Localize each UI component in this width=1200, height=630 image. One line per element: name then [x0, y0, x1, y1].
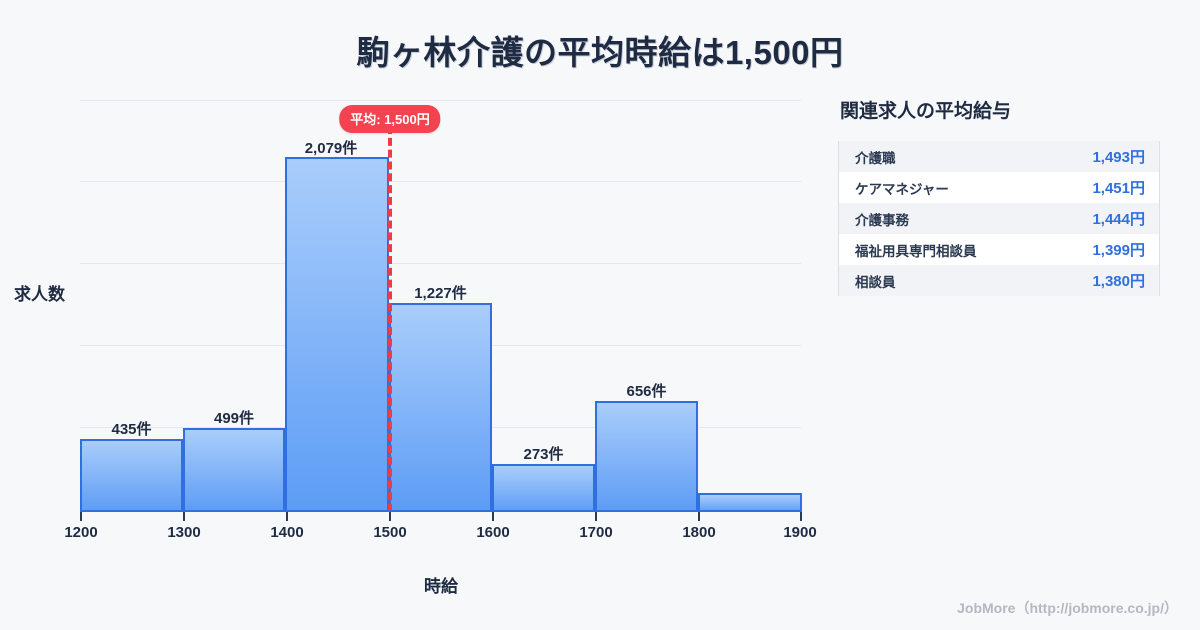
related-salary-table: 介護職 1,493円 ケアマネジャー 1,451円 介護事務 1,444円 福祉… [838, 141, 1160, 296]
x-tick [800, 512, 802, 521]
job-name: 介護職 [855, 150, 896, 166]
gridline [80, 100, 801, 101]
x-tick-label: 1200 [64, 524, 98, 541]
x-tick [389, 512, 391, 521]
job-name: 福祉用具専門相談員 [855, 243, 977, 259]
x-axis-line [80, 510, 802, 512]
gridline [80, 263, 801, 264]
table-row[interactable]: 介護職 1,493円 [839, 141, 1159, 172]
bar-1600-1700[interactable] [492, 464, 595, 512]
table-row[interactable]: 介護事務 1,444円 [839, 203, 1159, 234]
bar-1300-1400[interactable] [183, 428, 285, 512]
x-tick [80, 512, 82, 521]
x-tick-label: 1400 [270, 524, 304, 541]
bar-1700-1800[interactable] [595, 401, 698, 512]
x-tick-label: 1800 [682, 524, 716, 541]
x-tick-label: 1500 [373, 524, 407, 541]
table-row[interactable]: ケアマネジャー 1,451円 [839, 172, 1159, 203]
average-line [388, 126, 392, 512]
x-tick [183, 512, 185, 521]
bar-value-label: 499件 [213, 410, 255, 427]
bar-1200-1300[interactable] [80, 439, 183, 512]
x-tick [698, 512, 700, 521]
x-tick [492, 512, 494, 521]
bar-value-label: 656件 [626, 383, 667, 400]
job-salary: 1,451円 [1092, 180, 1145, 197]
bar-1400-1500[interactable] [285, 157, 389, 512]
related-salary-heading: 関連求人の平均給与 [840, 101, 1012, 122]
footer-attribution: JobMore（http://jobmore.co.jp/） [957, 600, 1178, 616]
bar-value-label: 1,227件 [414, 285, 467, 302]
table-row[interactable]: 福祉用具専門相談員 1,399円 [839, 234, 1159, 265]
page-title: 駒ヶ林介護の平均時給は1,500円 [356, 34, 844, 71]
x-tick-label: 1700 [579, 524, 613, 541]
related-salary-panel: 関連求人の平均給与 介護職 1,493円 ケアマネジャー 1,451円 介護事務… [838, 96, 1168, 296]
x-axis-title: 時給 [424, 577, 458, 596]
job-name: 相談員 [855, 274, 896, 290]
bar-value-label: 435件 [111, 421, 152, 438]
job-salary: 1,399円 [1092, 242, 1145, 259]
bar-value-label: 273件 [523, 446, 564, 463]
y-axis-title: 求人数 [14, 285, 65, 304]
x-tick [595, 512, 597, 521]
bar-1500-1600[interactable] [389, 303, 492, 512]
job-salary: 1,380円 [1092, 273, 1145, 290]
gridline [80, 181, 801, 182]
job-salary: 1,493円 [1092, 149, 1145, 166]
x-tick-label: 1900 [783, 524, 817, 541]
bar-value-label: 2,079件 [304, 140, 358, 157]
histogram-chart: 435件 499件 2,079件 1,227件 273件 656件 平均: 1,… [14, 100, 817, 596]
job-salary: 1,444円 [1092, 211, 1145, 228]
table-row[interactable]: 相談員 1,380円 [839, 265, 1159, 296]
x-tick-label: 1600 [476, 524, 510, 541]
bar-1800-1900[interactable] [698, 493, 802, 512]
x-tick-label: 1300 [167, 524, 201, 541]
job-name: 介護事務 [855, 212, 909, 228]
job-name: ケアマネジャー [855, 181, 949, 197]
x-tick [286, 512, 288, 521]
average-badge: 平均: 1,500円 [339, 105, 441, 133]
